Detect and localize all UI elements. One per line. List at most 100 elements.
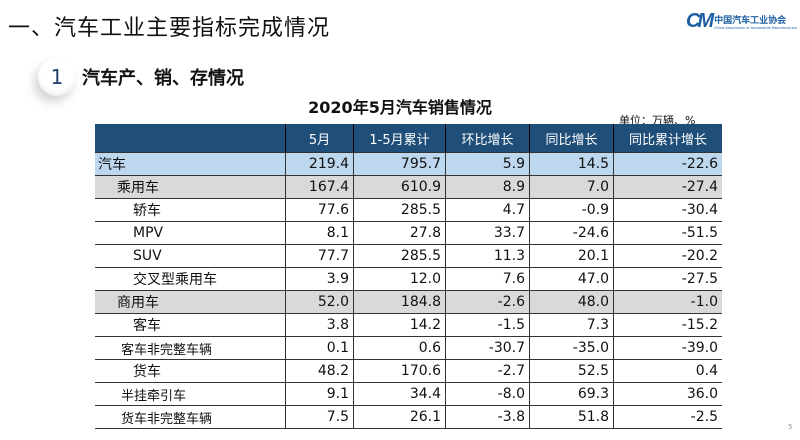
logo-mark: CM bbox=[686, 10, 714, 32]
table-cell: 51.8 bbox=[529, 405, 614, 429]
column-header: 环比增长 bbox=[445, 124, 530, 153]
page-number: 5 bbox=[788, 423, 793, 431]
logo-cn-text: 中国汽车工业协会 bbox=[714, 16, 787, 26]
table-cell: 14.2 bbox=[353, 313, 446, 337]
table-cell: 8.1 bbox=[285, 221, 354, 245]
column-header bbox=[95, 124, 286, 153]
table-title: 2020年5月汽车销售情况 bbox=[308, 98, 492, 117]
table-row: 乘用车 167.4 610.9 8.9 7.0 -27.4 bbox=[95, 175, 722, 199]
table-cell: -1.5 bbox=[445, 313, 530, 337]
table-cell: 69.3 bbox=[529, 382, 614, 406]
column-header: 同比增长 bbox=[529, 124, 614, 153]
section-title: 汽车产、销、存情况 bbox=[82, 68, 244, 89]
table-row: 货车 48.2 170.6 -2.7 52.5 0.4 bbox=[95, 359, 722, 383]
table-cell: -30.7 bbox=[445, 336, 530, 360]
table-cell: -3.8 bbox=[445, 405, 530, 429]
row-label: 乘用车 bbox=[95, 175, 286, 199]
table-cell: 48.2 bbox=[285, 359, 354, 383]
row-label: 客车非完整车辆 bbox=[95, 336, 286, 360]
table-row: 客车非完整车辆 0.1 0.6 -30.7 -35.0 -39.0 bbox=[95, 336, 722, 360]
table-cell: -39.0 bbox=[613, 336, 722, 360]
table-cell: 36.0 bbox=[613, 382, 722, 406]
row-label: 货车 bbox=[95, 359, 286, 383]
table-cell: 610.9 bbox=[353, 175, 446, 199]
table-cell: -8.0 bbox=[445, 382, 530, 406]
table-cell: 11.3 bbox=[445, 244, 530, 268]
table-cell: 27.8 bbox=[353, 221, 446, 245]
row-label: 半挂牵引车 bbox=[95, 382, 286, 406]
table-cell: 14.5 bbox=[529, 152, 614, 176]
table-row: 交叉型乘用车 3.9 12.0 7.6 47.0 -27.5 bbox=[95, 267, 722, 291]
caam-logo: CM 中国汽车工业协会 China Association of Automob… bbox=[686, 10, 797, 33]
table-cell: -30.4 bbox=[613, 198, 722, 222]
table-cell: -22.6 bbox=[613, 152, 722, 176]
table-cell: 34.4 bbox=[353, 382, 446, 406]
table-cell: 7.3 bbox=[529, 313, 614, 337]
table-cell: -24.6 bbox=[529, 221, 614, 245]
row-label: 商用车 bbox=[95, 290, 286, 314]
table-cell: 9.1 bbox=[285, 382, 354, 406]
table-cell: 7.6 bbox=[445, 267, 530, 291]
column-header: 1-5月累计 bbox=[353, 124, 446, 153]
table-cell: -15.2 bbox=[613, 313, 722, 337]
table-cell: 3.9 bbox=[285, 267, 354, 291]
row-label: 轿车 bbox=[95, 198, 286, 222]
table-cell: 0.1 bbox=[285, 336, 354, 360]
table-cell: 12.0 bbox=[353, 267, 446, 291]
column-header: 5月 bbox=[285, 124, 354, 153]
table-cell: 0.6 bbox=[353, 336, 446, 360]
table-cell: -35.0 bbox=[529, 336, 614, 360]
table-row: MPV 8.1 27.8 33.7 -24.6 -51.5 bbox=[95, 221, 722, 245]
table-cell: -0.9 bbox=[529, 198, 614, 222]
table-cell: 795.7 bbox=[353, 152, 446, 176]
table-row: 货车非完整车辆 7.5 26.1 -3.8 51.8 -2.5 bbox=[95, 405, 722, 429]
table-cell: 52.5 bbox=[529, 359, 614, 383]
table-cell: 7.5 bbox=[285, 405, 354, 429]
table-cell: 0.4 bbox=[613, 359, 722, 383]
table-cell: 4.7 bbox=[445, 198, 530, 222]
row-label: 货车非完整车辆 bbox=[95, 405, 286, 429]
row-label: MPV bbox=[95, 221, 286, 245]
table-row: 商用车 52.0 184.8 -2.6 48.0 -1.0 bbox=[95, 290, 722, 314]
section-number: 1 bbox=[38, 58, 76, 96]
section-heading: 1 汽车产、销、存情况 bbox=[38, 58, 244, 96]
table-cell: -1.0 bbox=[613, 290, 722, 314]
table-cell: -2.7 bbox=[445, 359, 530, 383]
table-cell: 170.6 bbox=[353, 359, 446, 383]
logo-en-text: China Association of Automobile Manufact… bbox=[714, 26, 798, 30]
row-label: 客车 bbox=[95, 313, 286, 337]
table-cell: 5.9 bbox=[445, 152, 530, 176]
table-cell: 285.5 bbox=[353, 244, 446, 268]
row-label: SUV bbox=[95, 244, 286, 268]
table-cell: 77.7 bbox=[285, 244, 354, 268]
table-cell: 33.7 bbox=[445, 221, 530, 245]
table-cell: 48.0 bbox=[529, 290, 614, 314]
sales-table: 5月 1-5月累计 环比增长 同比增长 同比累计增长 汽车 219.4 795.7 5.9 14… bbox=[95, 124, 722, 429]
table-cell: 184.8 bbox=[353, 290, 446, 314]
slide-title: 一、汽车工业主要指标完成情况 bbox=[8, 16, 331, 41]
table-cell: 52.0 bbox=[285, 290, 354, 314]
unit-label: 单位：万辆、% bbox=[619, 114, 696, 127]
table-cell: 77.6 bbox=[285, 198, 354, 222]
table-cell: 219.4 bbox=[285, 152, 354, 176]
table-cell: 47.0 bbox=[529, 267, 614, 291]
table-row: SUV 77.7 285.5 11.3 20.1 -20.2 bbox=[95, 244, 722, 268]
table-row: 轿车 77.6 285.5 4.7 -0.9 -30.4 bbox=[95, 198, 722, 222]
column-header: 同比累计增长 bbox=[613, 124, 722, 153]
table-row: 汽车 219.4 795.7 5.9 14.5 -22.6 bbox=[95, 152, 722, 176]
table-cell: 8.9 bbox=[445, 175, 530, 199]
table-cell: -20.2 bbox=[613, 244, 722, 268]
row-label: 汽车 bbox=[95, 152, 286, 176]
table-cell: -2.6 bbox=[445, 290, 530, 314]
table-cell: 26.1 bbox=[353, 405, 446, 429]
table-row: 半挂牵引车 9.1 34.4 -8.0 69.3 36.0 bbox=[95, 382, 722, 406]
table-cell: 20.1 bbox=[529, 244, 614, 268]
table-cell: 3.8 bbox=[285, 313, 354, 337]
table-cell: 7.0 bbox=[529, 175, 614, 199]
table-cell: -27.4 bbox=[613, 175, 722, 199]
row-label: 交叉型乘用车 bbox=[95, 267, 286, 291]
table-cell: 167.4 bbox=[285, 175, 354, 199]
table-row: 客车 3.8 14.2 -1.5 7.3 -15.2 bbox=[95, 313, 722, 337]
table-cell: 285.5 bbox=[353, 198, 446, 222]
table-cell: -51.5 bbox=[613, 221, 722, 245]
